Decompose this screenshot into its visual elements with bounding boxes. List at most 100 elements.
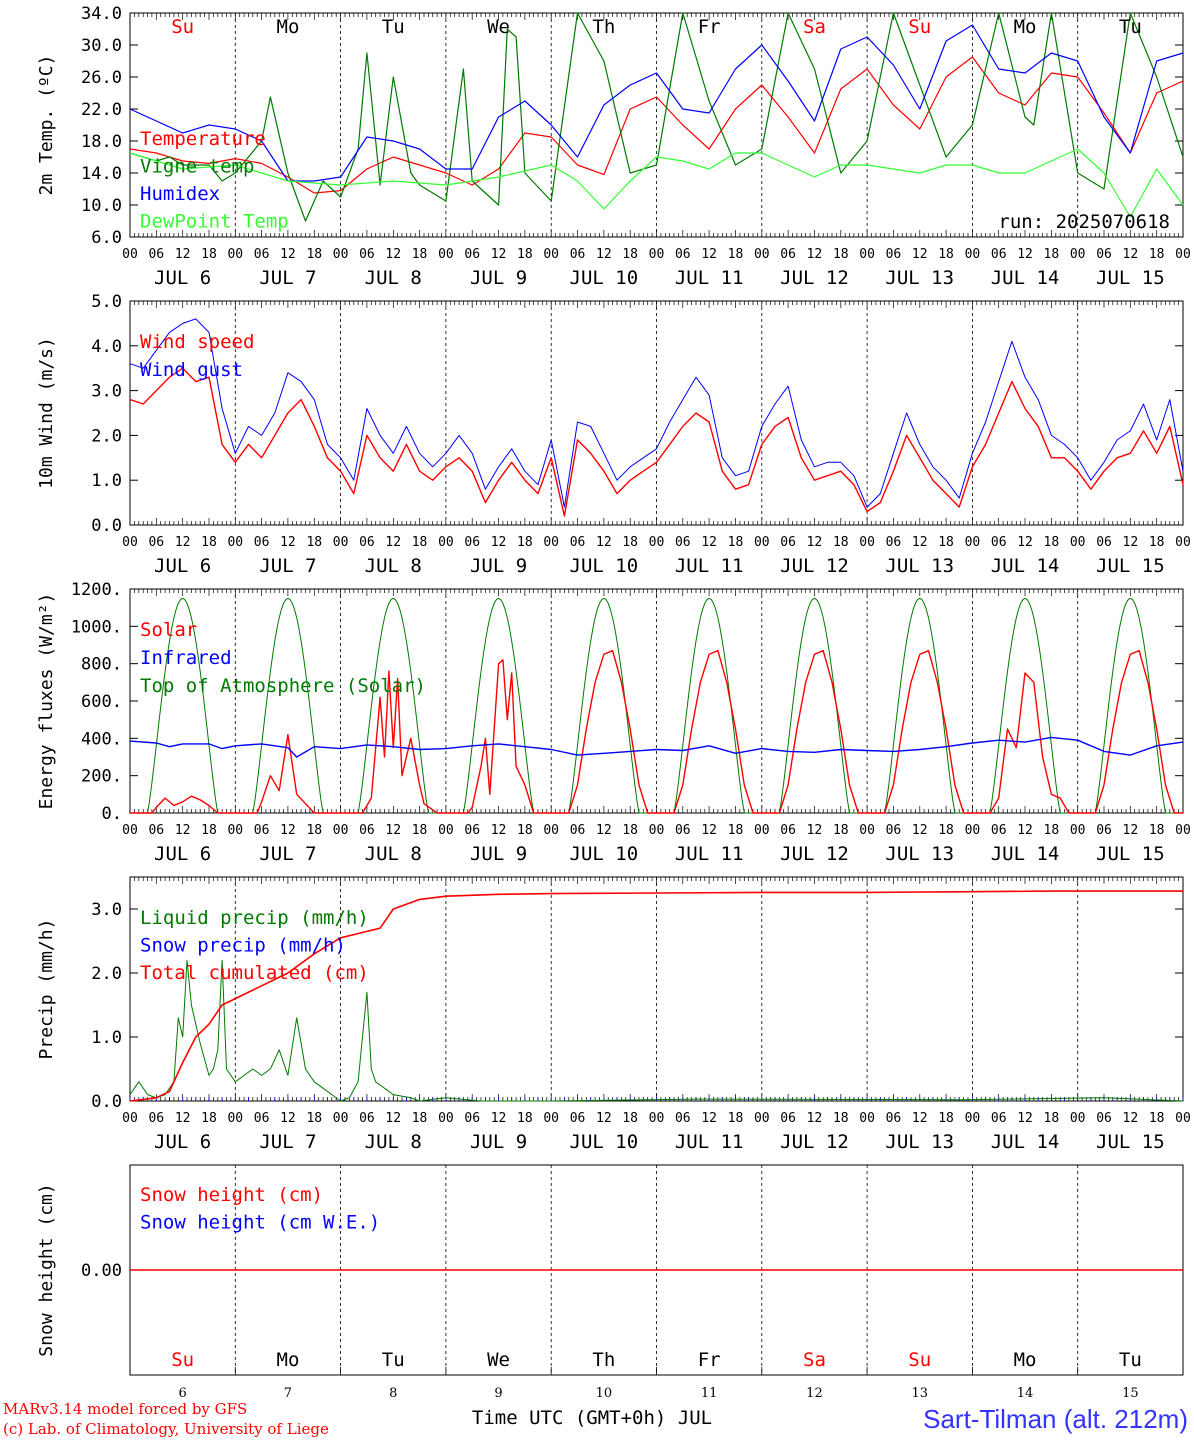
date-label: JUL 11 xyxy=(675,843,744,865)
hour-tick-label: 06 xyxy=(780,823,796,838)
hour-tick-label: 18 xyxy=(728,535,744,550)
hour-tick-label: 00 xyxy=(754,1111,770,1126)
panel-1: 00 06 12 18 00 06 12 18 00 06 12 18 00 06 12 18 00 06 12 18… xyxy=(36,4,1191,289)
day-number-label: 8 xyxy=(389,1386,397,1401)
hour-tick-label: 00 xyxy=(859,535,875,550)
hour-tick-label: 06 xyxy=(570,823,586,838)
y-tick-label: 14.0 xyxy=(81,164,122,184)
y-tick-label: 30.0 xyxy=(81,36,122,56)
y-tick-label: 1.0 xyxy=(91,471,122,491)
legend-item: Snow height (cm) xyxy=(140,1184,323,1206)
hour-tick-label: 00 xyxy=(333,535,349,550)
date-label: JUL 10 xyxy=(570,1131,639,1153)
date-label: JUL 11 xyxy=(675,555,744,577)
legend-item: Liquid precip (mm/h) xyxy=(140,907,369,929)
legend-item: Snow precip (mm/h) xyxy=(140,935,346,957)
hour-tick-label: 00 xyxy=(438,823,454,838)
date-label: JUL 9 xyxy=(470,555,527,577)
legend-item: Snow height (cm W.E.) xyxy=(140,1212,380,1234)
y-tick-label: 5.0 xyxy=(91,292,122,312)
y-tick-label: 1200. xyxy=(71,580,122,600)
hour-tick-label: 12 xyxy=(1123,247,1139,262)
hour-tick-label: 00 xyxy=(543,1111,559,1126)
weekday-label: Sa xyxy=(803,1349,826,1371)
hour-tick-label: 12 xyxy=(1017,247,1033,262)
y-tick-label: 600. xyxy=(81,692,122,712)
hour-tick-label: 18 xyxy=(306,1111,322,1126)
hour-tick-label: 18 xyxy=(622,1111,638,1126)
station-label: Sart-Tilman (alt. 212m) xyxy=(923,1404,1188,1434)
hour-tick-label: 06 xyxy=(359,247,375,262)
hour-tick-label: 18 xyxy=(938,1111,954,1126)
y-tick-label: 3.0 xyxy=(91,382,122,402)
hour-tick-label: 06 xyxy=(359,535,375,550)
hour-tick-label: 00 xyxy=(227,1111,243,1126)
hour-tick-label: 06 xyxy=(1096,823,1112,838)
hour-tick-label: 12 xyxy=(596,1111,612,1126)
day-number-label: 12 xyxy=(806,1386,823,1401)
y-tick-label: 1.0 xyxy=(91,1028,122,1048)
date-label: JUL 15 xyxy=(1096,843,1165,865)
hour-tick-label: 06 xyxy=(254,247,270,262)
hour-tick-label: 18 xyxy=(1149,247,1165,262)
date-label: JUL 15 xyxy=(1096,1131,1165,1153)
legend-item: Wind speed xyxy=(140,331,254,353)
weekday-label: Su xyxy=(908,1349,931,1371)
hour-tick-label: 06 xyxy=(464,247,480,262)
hour-tick-label: 00 xyxy=(1175,535,1191,550)
legend-item: Temperature xyxy=(140,128,266,150)
hour-tick-label: 00 xyxy=(438,535,454,550)
hour-tick-label: 12 xyxy=(175,535,191,550)
hour-tick-label: 06 xyxy=(254,823,270,838)
hour-tick-label: 18 xyxy=(517,535,533,550)
hour-tick-label: 06 xyxy=(675,247,691,262)
hour-tick-label: 12 xyxy=(1123,1111,1139,1126)
weekday-label: Fr xyxy=(698,1349,721,1371)
hour-tick-label: 00 xyxy=(965,535,981,550)
weekday-label: Tu xyxy=(382,1349,405,1371)
hour-tick-label: 06 xyxy=(148,535,164,550)
date-label: JUL 12 xyxy=(780,843,849,865)
weekday-label: Mo xyxy=(1014,1349,1037,1371)
day-number-label: 7 xyxy=(284,1386,292,1401)
panel-frame xyxy=(129,12,1184,238)
weekday-label: We xyxy=(487,1349,510,1371)
hour-tick-label: 18 xyxy=(938,823,954,838)
weekday-label: Th xyxy=(592,1349,615,1371)
hour-tick-label: 12 xyxy=(912,823,928,838)
x-axis-label: Time UTC (GMT+0h) JUL xyxy=(472,1407,712,1429)
date-label: JUL 14 xyxy=(991,843,1060,865)
hour-tick-label: 12 xyxy=(175,247,191,262)
hour-tick-label: 18 xyxy=(833,1111,849,1126)
hour-tick-label: 18 xyxy=(938,247,954,262)
date-label: JUL 11 xyxy=(675,267,744,289)
day-number-label: 6 xyxy=(179,1386,187,1401)
hour-tick-label: 18 xyxy=(306,247,322,262)
hour-tick-label: 18 xyxy=(517,247,533,262)
hour-tick-label: 00 xyxy=(122,535,138,550)
series-vigne-temp xyxy=(129,12,1184,222)
hour-tick-label: 06 xyxy=(675,1111,691,1126)
date-label: JUL 15 xyxy=(1096,267,1165,289)
hour-tick-label: 00 xyxy=(122,1111,138,1126)
hour-tick-label: 18 xyxy=(833,823,849,838)
weekday-label: Tu xyxy=(1119,16,1142,38)
y-tick-label: 400. xyxy=(81,729,122,749)
hour-tick-label: 18 xyxy=(201,535,217,550)
hour-tick-label: 06 xyxy=(254,535,270,550)
date-label: JUL 7 xyxy=(259,555,316,577)
hour-tick-label: 06 xyxy=(991,1111,1007,1126)
hour-tick-label: 06 xyxy=(780,535,796,550)
date-label: JUL 8 xyxy=(365,267,422,289)
date-label: JUL 6 xyxy=(154,843,211,865)
hour-tick-label: 00 xyxy=(1070,535,1086,550)
hour-tick-label: 06 xyxy=(886,535,902,550)
hour-tick-label: 06 xyxy=(254,1111,270,1126)
hour-tick-label: 00 xyxy=(1175,1111,1191,1126)
date-label: JUL 10 xyxy=(570,555,639,577)
hour-tick-label: 18 xyxy=(622,247,638,262)
hour-tick-label: 00 xyxy=(227,247,243,262)
hour-tick-label: 18 xyxy=(938,535,954,550)
hour-tick-label: 06 xyxy=(886,823,902,838)
